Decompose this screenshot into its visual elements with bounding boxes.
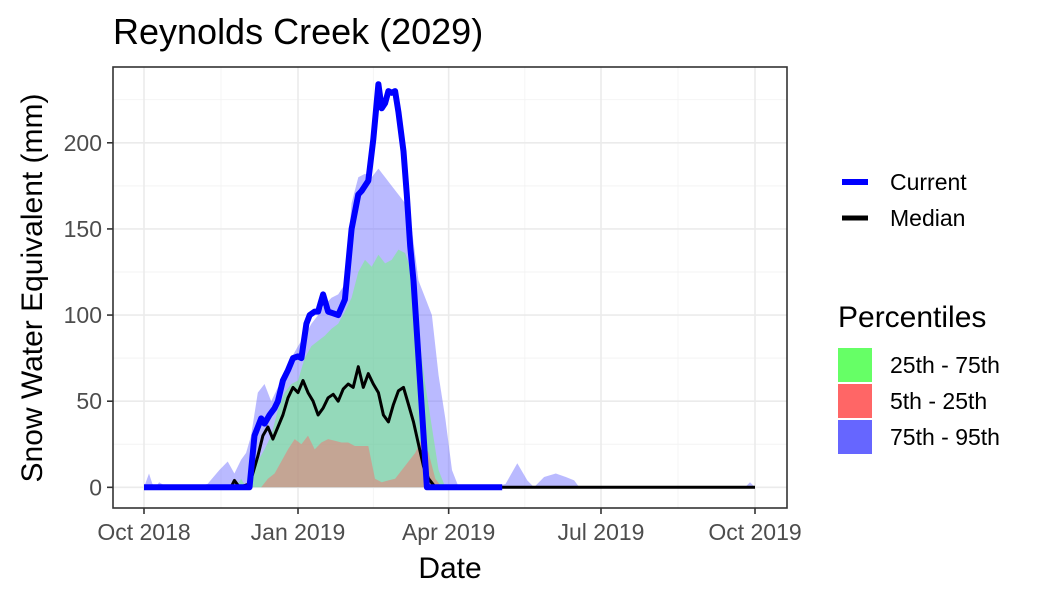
y-tick-label: 200 <box>64 130 102 156</box>
legend: Current Median Percentiles 25th - 75th 5th -… <box>838 169 1000 454</box>
legend-key-p25_75 <box>838 348 872 382</box>
x-tick-label: Oct 2018 <box>97 519 190 545</box>
y-axis-title: Snow Water Equivalent (mm) <box>16 93 49 482</box>
x-tick-label: Oct 2019 <box>708 519 801 545</box>
band-25th-75th <box>144 249 755 488</box>
legend-label-p5_25: 5th - 25th <box>890 388 987 414</box>
legend-key-p75_95 <box>838 420 872 454</box>
plot-background <box>113 67 787 508</box>
y-tick-label: 0 <box>89 474 102 500</box>
legend-label-p75_95: 75th - 95th <box>890 424 1000 450</box>
x-tick-label: Apr 2019 <box>402 519 495 545</box>
grid-lines <box>113 67 787 508</box>
legend-label-p25_75: 25th - 75th <box>890 352 1000 378</box>
y-tick-label: 150 <box>64 216 102 242</box>
series-lines <box>144 81 755 491</box>
x-axis-title: Date <box>418 552 481 585</box>
current-line <box>144 81 503 491</box>
x-tick-label: Jan 2019 <box>251 519 346 545</box>
x-axis: Oct 2018 Jan 2019 Apr 2019 Jul 2019 Oct 2019 <box>97 508 802 545</box>
legend-percentiles-title: Percentiles <box>838 301 986 334</box>
y-tick-label: 50 <box>76 388 102 414</box>
percentile-bands <box>144 168 755 488</box>
chart-title: Reynolds Creek (2029) <box>113 11 483 52</box>
legend-label-current: Current <box>890 169 967 195</box>
y-tick-label: 100 <box>64 302 102 328</box>
y-axis: 0 50 100 150 200 <box>64 130 113 500</box>
legend-label-median: Median <box>890 205 965 231</box>
plot-border <box>112 66 788 509</box>
x-tick-label: Jul 2019 <box>558 519 645 545</box>
legend-key-p5_25 <box>838 384 872 418</box>
band-5th-25th <box>144 435 755 488</box>
band-75th-95th <box>144 168 755 488</box>
